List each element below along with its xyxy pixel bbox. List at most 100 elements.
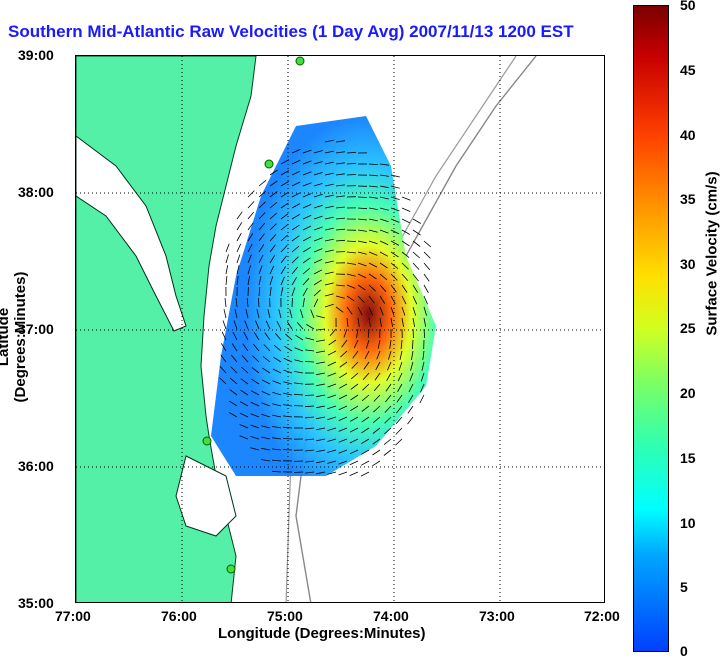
velocity-arrow bbox=[233, 320, 238, 330]
velocity-arrow bbox=[408, 383, 414, 393]
velocity-arrow bbox=[316, 471, 326, 475]
velocity-arrow bbox=[316, 350, 326, 353]
velocity-arrow bbox=[280, 266, 287, 275]
velocity-arrow bbox=[357, 207, 368, 210]
velocity-arrow bbox=[349, 427, 359, 433]
velocity-arrow bbox=[258, 276, 262, 286]
velocity-arrow bbox=[223, 309, 227, 319]
velocity-arrow bbox=[305, 438, 315, 441]
velocity-arrow bbox=[313, 269, 323, 275]
velocity-arrow bbox=[313, 248, 323, 253]
velocity-arrow bbox=[304, 416, 315, 419]
velocity-arrow bbox=[236, 232, 242, 242]
velocity-arrow bbox=[280, 223, 289, 231]
velocity-arrow bbox=[283, 404, 293, 407]
velocity-arrow bbox=[419, 394, 425, 404]
velocity-arrow bbox=[386, 372, 392, 381]
velocity-arrow bbox=[324, 271, 334, 275]
velocity-arrow bbox=[261, 459, 271, 462]
velocity-arrow bbox=[339, 361, 348, 368]
velocity-arrow bbox=[269, 201, 278, 209]
velocity-arrow bbox=[367, 328, 370, 339]
velocity-arrow bbox=[412, 273, 419, 282]
velocity-arrow bbox=[368, 317, 371, 327]
velocity-arrow bbox=[302, 236, 312, 242]
velocity-arrow bbox=[383, 449, 392, 456]
velocity-arrow bbox=[239, 412, 249, 418]
velocity-arrow bbox=[236, 211, 243, 220]
velocity-arrow bbox=[379, 306, 384, 316]
velocity-arrow bbox=[412, 240, 421, 247]
velocity-arrow bbox=[412, 339, 414, 350]
velocity-arrow bbox=[357, 229, 367, 232]
velocity-arrow bbox=[350, 416, 359, 422]
velocity-arrow bbox=[379, 229, 389, 234]
map-plot-area[interactable] bbox=[75, 55, 605, 603]
velocity-arrow bbox=[368, 295, 375, 304]
velocity-arrow bbox=[357, 251, 367, 255]
velocity-arrow bbox=[261, 425, 271, 429]
velocity-arrow bbox=[232, 331, 238, 341]
velocity-arrow bbox=[423, 317, 427, 327]
velocity-arrow bbox=[302, 193, 312, 198]
velocity-arrow bbox=[390, 240, 400, 246]
velocity-arrow bbox=[346, 262, 356, 265]
velocity-arrow bbox=[340, 350, 348, 358]
velocity-arrow bbox=[362, 383, 370, 391]
velocity-arrow bbox=[229, 389, 238, 396]
map-title: Southern Mid-Atlantic Raw Velocities (1 … bbox=[8, 22, 574, 41]
velocity-arrow bbox=[240, 378, 249, 385]
x-axis-label: Longitude (Degrees:Minutes) bbox=[218, 625, 426, 642]
velocity-arrow bbox=[423, 240, 432, 248]
velocity-arrow bbox=[395, 427, 403, 435]
velocity-arrow bbox=[396, 405, 403, 414]
y-axis-label: Latitude (Degrees:Minutes) bbox=[0, 271, 29, 403]
velocity-arrow bbox=[401, 306, 406, 316]
velocity-arrow bbox=[324, 161, 334, 165]
velocity-arrow bbox=[283, 392, 293, 396]
velocity-arrow bbox=[412, 317, 415, 327]
velocity-arrow bbox=[302, 257, 311, 264]
velocity-arrow bbox=[262, 367, 271, 374]
velocity-arrow bbox=[291, 287, 296, 297]
velocity-arrow bbox=[373, 383, 381, 392]
velocity-arrow bbox=[304, 427, 315, 430]
velocity-arrow bbox=[361, 416, 370, 423]
velocity-arrow bbox=[282, 426, 293, 429]
velocity-arrow bbox=[368, 196, 378, 199]
velocity-arrow bbox=[304, 361, 315, 363]
velocity-arrow bbox=[269, 191, 278, 198]
colorbar-label: Surface Velocity (cm/s) bbox=[703, 171, 721, 336]
velocity-arrow bbox=[324, 139, 334, 143]
velocity-arrow bbox=[390, 196, 400, 200]
velocity-arrow bbox=[291, 235, 300, 242]
velocity-arrow bbox=[244, 320, 249, 330]
velocity-arrow bbox=[357, 262, 367, 267]
velocity-arrow bbox=[291, 170, 301, 176]
velocity-arrow bbox=[225, 275, 228, 286]
velocity-arrow bbox=[401, 262, 409, 270]
velocity-arrow bbox=[368, 251, 378, 256]
velocity-arrow bbox=[250, 436, 260, 440]
velocity-arrow bbox=[373, 394, 381, 402]
velocity-arrow bbox=[302, 278, 310, 286]
velocity-arrow bbox=[377, 339, 381, 349]
velocity-arrow bbox=[339, 372, 348, 379]
velocity-arrow bbox=[280, 234, 288, 242]
velocity-arrow bbox=[305, 349, 315, 352]
velocity-arrow bbox=[305, 449, 315, 452]
velocity-arrow bbox=[423, 306, 427, 316]
velocity-arrow bbox=[229, 412, 238, 418]
velocity-arrow bbox=[271, 470, 282, 473]
velocity-arrow bbox=[423, 295, 428, 305]
velocity-arrow bbox=[291, 266, 299, 275]
velocity-arrow bbox=[313, 289, 321, 297]
velocity-arrow bbox=[412, 251, 420, 259]
velocity-arrow bbox=[269, 265, 275, 275]
velocity-arrow bbox=[280, 287, 284, 297]
velocity-arrow bbox=[280, 159, 290, 165]
velocity-arrow bbox=[401, 196, 411, 201]
velocity-arrow bbox=[327, 372, 337, 377]
velocity-arrow bbox=[422, 350, 425, 360]
velocity-arrow bbox=[349, 471, 359, 476]
